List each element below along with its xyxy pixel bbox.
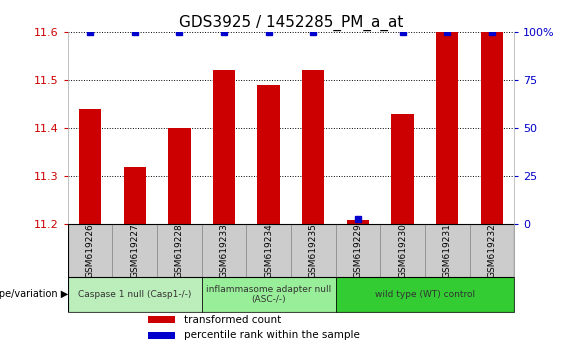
Bar	[112, 224, 157, 277]
Bar	[124, 167, 146, 224]
Bar	[168, 128, 190, 224]
Bar	[79, 109, 101, 224]
Bar	[213, 70, 235, 224]
Bar	[68, 224, 112, 277]
Text: GSM619227: GSM619227	[131, 223, 139, 278]
Bar	[336, 224, 380, 277]
Bar	[258, 85, 280, 224]
Bar	[436, 32, 458, 224]
Bar	[380, 224, 425, 277]
Bar	[481, 32, 503, 224]
Bar	[470, 224, 514, 277]
Bar	[425, 224, 470, 277]
Bar	[347, 219, 369, 224]
Text: GSM619232: GSM619232	[488, 223, 496, 278]
Text: transformed count: transformed count	[184, 315, 281, 325]
Text: GSM619231: GSM619231	[443, 223, 451, 278]
Bar	[246, 224, 291, 277]
Text: genotype/variation ▶: genotype/variation ▶	[0, 290, 68, 299]
Bar	[157, 224, 202, 277]
Text: GSM619229: GSM619229	[354, 223, 362, 278]
Bar	[148, 332, 175, 338]
Text: inflammasome adapter null
(ASC-/-): inflammasome adapter null (ASC-/-)	[206, 285, 331, 304]
Bar	[202, 277, 336, 312]
Bar	[68, 277, 202, 312]
Text: Caspase 1 null (Casp1-/-): Caspase 1 null (Casp1-/-)	[78, 290, 192, 299]
Text: GSM619230: GSM619230	[398, 223, 407, 278]
Text: GSM619233: GSM619233	[220, 223, 228, 278]
Bar	[148, 316, 175, 323]
Text: GSM619226: GSM619226	[86, 223, 94, 278]
Bar	[392, 114, 414, 224]
Bar	[291, 224, 336, 277]
Text: GSM619234: GSM619234	[264, 223, 273, 278]
Text: wild type (WT) control: wild type (WT) control	[375, 290, 475, 299]
Text: GSM619235: GSM619235	[309, 223, 318, 278]
Bar	[336, 277, 514, 312]
Title: GDS3925 / 1452285_PM_a_at: GDS3925 / 1452285_PM_a_at	[179, 14, 403, 30]
Text: percentile rank within the sample: percentile rank within the sample	[184, 330, 360, 340]
Bar	[202, 224, 246, 277]
Text: GSM619228: GSM619228	[175, 223, 184, 278]
Bar	[302, 70, 324, 224]
